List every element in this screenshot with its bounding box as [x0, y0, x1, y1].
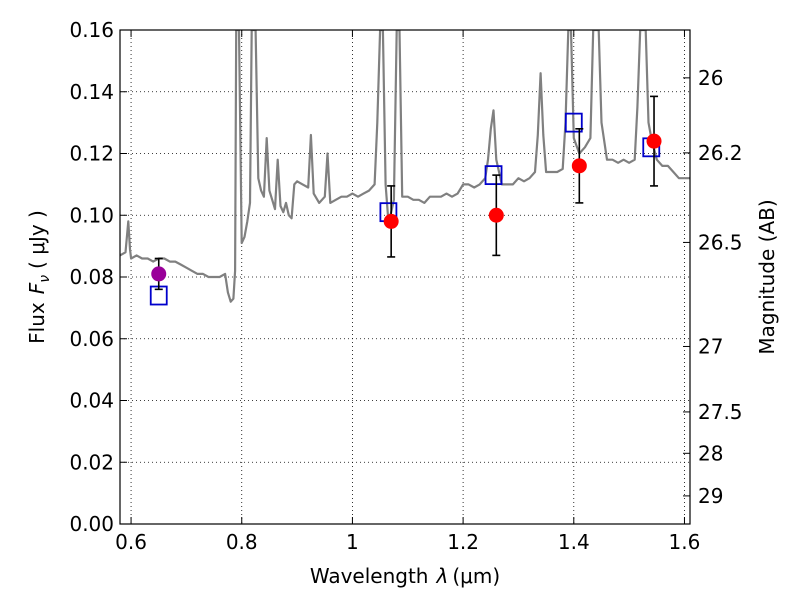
x-tick-label: 1.4: [558, 530, 590, 554]
y2-tick-label: 28: [698, 441, 723, 465]
x-axis-label: Wavelength λ (μm): [310, 564, 500, 588]
x-tick-label: 1: [346, 530, 359, 554]
model-spectrum-layer: [120, 30, 690, 303]
observed-photometry-point: [488, 207, 504, 223]
y2-tick-label: 27: [698, 334, 723, 358]
photometry-layer: [149, 95, 662, 306]
y-axis-label: FluxFν( μJy ): [25, 210, 53, 344]
axis-ticks: 0.6 0.8 1 1.2 1.4 1.6 0.00 0.02 0.04 0.06 0.08 0.10…: [69, 18, 742, 554]
observed-photometry-point: [646, 133, 662, 149]
y2-tick-label: 26: [698, 66, 723, 90]
x-tick-label: 0.6: [115, 530, 147, 554]
y2-tick-label: 29: [698, 484, 723, 508]
y2-tick-label: 26.2: [698, 141, 743, 165]
x-tick-label: 1.6: [669, 530, 701, 554]
observed-photometry-point: [383, 213, 399, 229]
model-photometry-square: [484, 165, 503, 186]
y-tick-label: 0.14: [69, 80, 114, 104]
y2-tick-label: 26.5: [698, 230, 743, 254]
y-tick-label: 0.08: [69, 265, 114, 289]
observed-photometry-point: [571, 158, 587, 174]
y-tick-label: 0.12: [69, 142, 114, 166]
y-tick-label: 0.00: [69, 512, 114, 536]
model-spectrum-line: [120, 30, 690, 303]
grid-lines: [120, 29, 690, 525]
y-tick-label: 0.02: [69, 450, 114, 474]
y-tick-label: 0.10: [69, 203, 114, 227]
y-tick-label: 0.06: [69, 327, 114, 351]
y2-tick-label: 27.5: [698, 400, 743, 424]
y-tick-label: 0.04: [69, 389, 114, 413]
y2-axis-label: Magnitude (AB): [755, 199, 779, 354]
x-tick-label: 1.2: [447, 530, 479, 554]
observed-photometry-point: [151, 266, 167, 282]
model-photometry-square: [564, 112, 583, 133]
y-tick-label: 0.16: [69, 18, 114, 42]
x-tick-label: 0.8: [226, 530, 258, 554]
